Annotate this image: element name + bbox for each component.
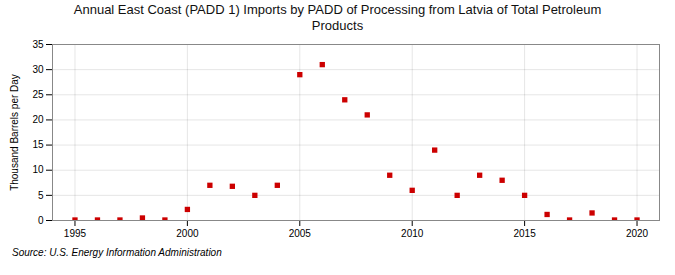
svg-text:2005: 2005 (289, 228, 312, 239)
svg-text:Thousand Barrels per Day: Thousand Barrels per Day (9, 74, 20, 191)
svg-text:30: 30 (32, 64, 44, 75)
html-text:Source: U.S. Energy Informatio: Source: U.S. Energy Information Administ… (12, 247, 222, 258)
svg-text:35: 35 (32, 39, 44, 50)
svg-text:25: 25 (32, 89, 44, 100)
svg-text:2000: 2000 (176, 228, 199, 239)
svg-text:15: 15 (32, 139, 44, 150)
svg-text:10: 10 (32, 164, 44, 175)
svg-text:2015: 2015 (513, 228, 536, 239)
html-text:Annual East Coast (PADD 1) Imp: Annual East Coast (PADD 1) Imports by PA… (73, 2, 602, 33)
svg-text:0: 0 (38, 215, 44, 226)
svg-text:5: 5 (38, 190, 44, 201)
svg-text:2020: 2020 (626, 228, 649, 239)
svg-text:1995: 1995 (64, 228, 87, 239)
svg-text:20: 20 (32, 114, 44, 125)
svg-text:2010: 2010 (401, 228, 424, 239)
